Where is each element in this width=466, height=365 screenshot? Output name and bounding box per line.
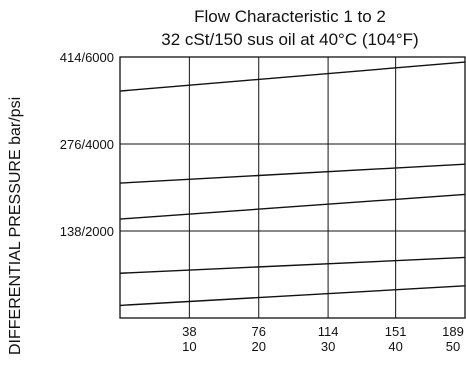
x-tick-label-lpm: 151 <box>385 324 407 339</box>
series-line-1 <box>119 61 466 92</box>
series-lines <box>119 61 466 307</box>
y-tick-label: 276/4000 <box>60 137 114 152</box>
chart-subtitle: 32 cSt/150 sus oil at 40°C (104°F) <box>161 30 418 49</box>
x-tick-label-lpm: 114 <box>318 324 339 339</box>
plot-frame <box>119 56 466 319</box>
chart-title: Flow Characteristic 1 to 2 <box>194 7 386 26</box>
x-tick-label-gpm: 20 <box>251 339 265 354</box>
x-tick-label-gpm: 40 <box>388 339 402 354</box>
x-tick-label-gpm: 10 <box>182 339 196 354</box>
y-axis-label: DIFFERENTIAL PRESSURE bar/psi <box>7 97 24 355</box>
series-line-5 <box>119 285 466 307</box>
x-tick-label-lpm: 76 <box>251 324 265 339</box>
y-tick-label: 414/6000 <box>60 50 114 65</box>
y-tick-labels: 138/2000 276/4000 414/6000 <box>60 50 114 239</box>
x-tick-label-gpm: 30 <box>321 339 335 354</box>
y-tick-label: 138/2000 <box>60 224 114 239</box>
series-line-3 <box>119 193 466 220</box>
x-tick-label-gpm: 50 <box>446 339 460 354</box>
grid-lines <box>120 57 465 318</box>
x-tick-label-lpm: 189 <box>442 324 464 339</box>
series-line-2 <box>119 163 466 184</box>
x-tick-label-lpm: 38 <box>182 324 196 339</box>
series-line-4 <box>119 256 466 274</box>
